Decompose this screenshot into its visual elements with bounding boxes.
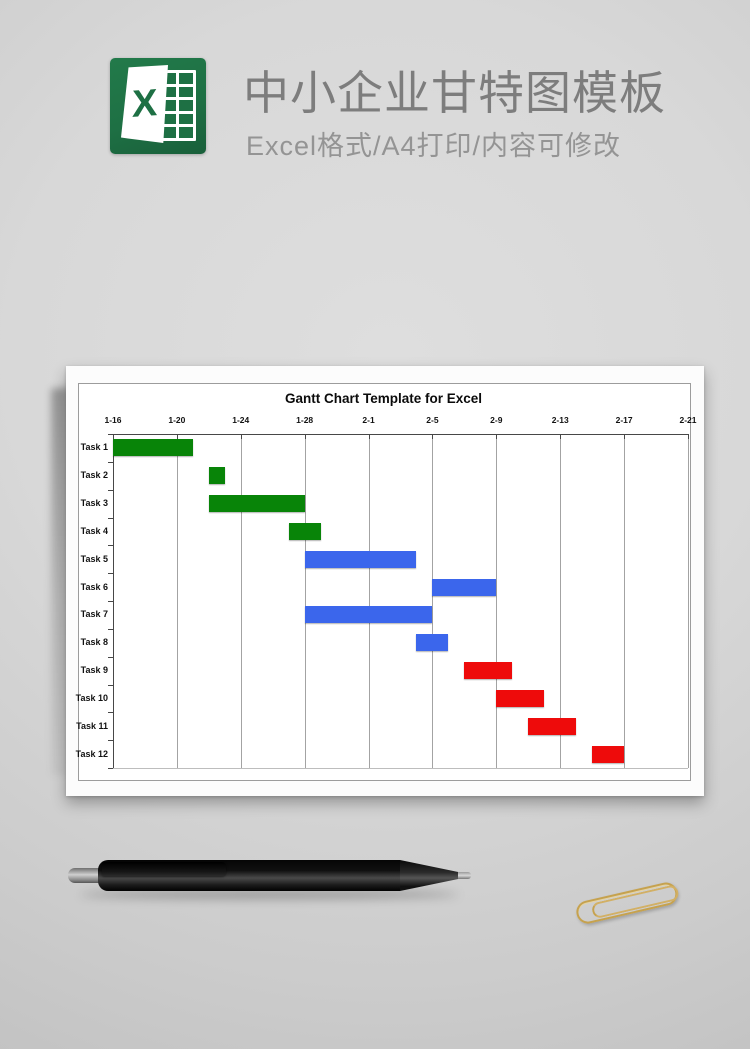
task-label: Task 12 [75,748,108,759]
vertical-gridline [496,434,498,768]
task-label: Task 7 [80,609,108,620]
task-label: Task 1 [80,442,108,453]
x-axis-tick-label: 1-16 [104,415,122,425]
vertical-gridline [240,434,242,768]
task-label: Task 6 [80,581,108,592]
x-axis-tick-label: 2-21 [679,415,697,425]
x-axis-tickmark [368,434,370,439]
category-axis-tickmark [108,461,113,463]
gantt-bar-task-5 [304,550,417,568]
x-axis-tickmark [560,434,562,439]
x-axis-tick-label: 1-28 [296,415,314,425]
gantt-bar-task-4 [288,522,321,540]
pen-decoration [68,850,472,902]
x-axis-tick-label: 2-1 [362,415,375,425]
task-label: Task 5 [80,553,108,564]
x-axis-tickmark [176,434,178,439]
category-axis-tickmark [108,684,113,686]
category-axis-tickmark [108,545,113,547]
task-label: Task 4 [80,525,108,536]
task-label: Task 9 [80,665,108,676]
gantt-bar-task-11 [528,717,577,735]
gantt-bar-task-6 [432,578,497,596]
excel-icon-spreadsheet-grid [159,70,196,141]
pen-tip [458,872,471,879]
category-axis-tickmark [108,517,113,519]
vertical-gridline [304,434,306,768]
excel-icon: X [110,58,206,154]
task-label: Task 3 [80,498,108,509]
category-axis-tickmark [108,434,113,435]
task-label: Task 11 [76,720,108,731]
paperclip-decoration [574,880,692,926]
vertical-gridline [176,434,178,768]
x-axis-tickmark [304,434,306,439]
x-axis-tickmark [688,434,689,439]
category-axis-tickmark [108,573,113,575]
page-title: 中小企业甘特图模板 [243,67,666,119]
x-axis-line [113,434,688,435]
excel-icon-page: X [121,65,168,143]
pen-cone [400,860,460,891]
x-axis-tick-label: 2-5 [426,415,439,425]
category-axis-tickmark [108,656,113,658]
plot-bottom-line [113,768,688,769]
gantt-bar-task-8 [416,634,449,652]
vertical-gridline [368,434,370,768]
gantt-bar-task-12 [592,745,625,763]
task-label: Task 10 [75,692,108,703]
gantt-bar-task-1 [113,439,193,457]
x-axis-tick-label: 1-20 [168,415,186,425]
excel-icon-letter: X [131,81,158,126]
x-axis-tickmark [496,434,498,439]
x-axis-tick-label: 1-24 [232,415,250,425]
x-axis-tickmark [432,434,434,439]
pen-shadow [80,890,458,899]
pen-end-button [68,868,102,883]
vertical-gridline [432,434,434,768]
category-axis-tickmark [108,768,113,769]
x-axis-tickmark [240,434,242,439]
category-axis-tickmark [108,712,113,714]
gantt-chart-sheet: Gantt Chart Template for Excel 1-16 1-20 1… [66,366,704,796]
task-label: Task 8 [80,637,108,648]
page-subtitle: Excel格式/A4打印/内容可修改 [246,131,622,161]
category-axis-tickmark [108,489,113,491]
chart-title: Gantt Chart Template for Excel [284,391,483,406]
gantt-bar-task-9 [464,662,513,680]
vertical-gridline [688,434,689,768]
category-axis-tickmark [108,628,113,630]
x-axis-tickmark [624,434,626,439]
gantt-bar-task-2 [208,467,225,485]
vertical-gridline [624,434,626,768]
vertical-gridline [560,434,562,768]
x-axis-tick-label: 2-17 [615,415,633,425]
gantt-bar-task-3 [208,495,305,513]
category-axis-tickmark [108,740,113,742]
category-axis-line [113,434,114,768]
gantt-bar-task-7 [304,606,433,624]
task-label: Task 2 [80,470,108,481]
pen-clip [102,862,226,876]
x-axis-tick-label: 2-13 [551,415,569,425]
category-axis-tickmark [108,601,113,602]
gantt-bar-task-10 [496,689,545,707]
x-axis-tick-label: 2-9 [490,415,503,425]
